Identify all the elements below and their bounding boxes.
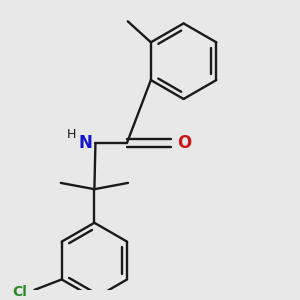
Text: O: O xyxy=(178,134,192,152)
Text: Cl: Cl xyxy=(12,285,27,299)
Text: N: N xyxy=(78,134,92,152)
Text: H: H xyxy=(67,128,76,141)
